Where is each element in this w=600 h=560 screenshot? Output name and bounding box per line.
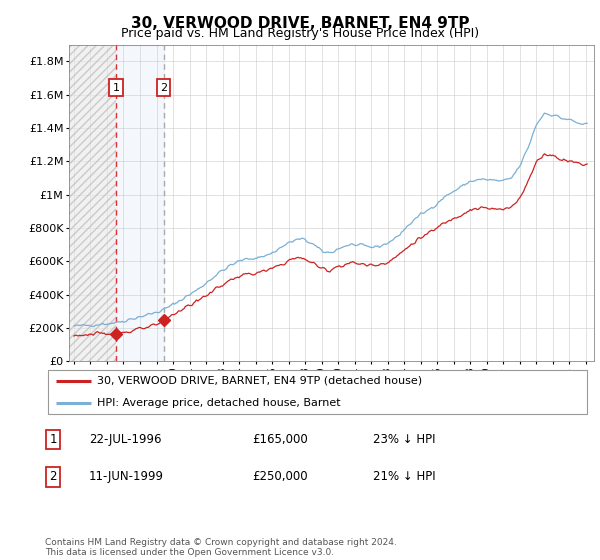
Text: 11-JUN-1999: 11-JUN-1999 [89,470,164,483]
Text: £250,000: £250,000 [253,470,308,483]
Text: Contains HM Land Registry data © Crown copyright and database right 2024.
This d: Contains HM Land Registry data © Crown c… [45,538,397,557]
Bar [69,45,116,361]
Text: 22-JUL-1996: 22-JUL-1996 [89,433,161,446]
Text: HPI: Average price, detached house, Barnet: HPI: Average price, detached house, Barn… [97,398,340,408]
Text: 30, VERWOOD DRIVE, BARNET, EN4 9TP (detached house): 30, VERWOOD DRIVE, BARNET, EN4 9TP (deta… [97,376,422,386]
Bar [116,45,164,361]
Text: 1: 1 [113,82,119,92]
Text: 23% ↓ HPI: 23% ↓ HPI [373,433,435,446]
Text: 2: 2 [49,470,57,483]
Text: 21% ↓ HPI: 21% ↓ HPI [373,470,435,483]
Text: £165,000: £165,000 [253,433,308,446]
FancyBboxPatch shape [48,370,587,414]
Text: 30, VERWOOD DRIVE, BARNET, EN4 9TP: 30, VERWOOD DRIVE, BARNET, EN4 9TP [131,16,469,31]
Text: Price paid vs. HM Land Registry's House Price Index (HPI): Price paid vs. HM Land Registry's House … [121,27,479,40]
Text: 2: 2 [160,82,167,92]
Text: 1: 1 [49,433,57,446]
